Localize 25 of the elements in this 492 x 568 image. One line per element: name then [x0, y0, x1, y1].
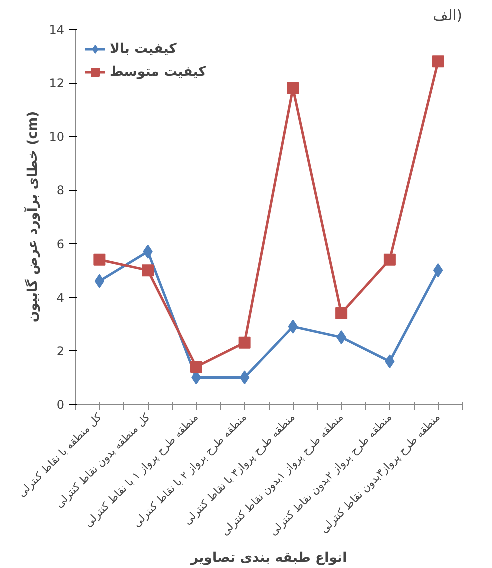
point — [432, 56, 444, 68]
y-tick-label: 14 — [49, 23, 65, 37]
legend-label: کیفیت متوسط — [110, 64, 206, 80]
point — [238, 336, 251, 349]
y-tick-label: 6 — [56, 237, 65, 252]
point — [94, 254, 106, 266]
point — [240, 370, 250, 385]
y-tick-label: 12 — [49, 76, 65, 91]
point — [190, 361, 202, 373]
y-tick-label: 10 — [49, 130, 65, 144]
point — [288, 320, 298, 334]
text: الف) — [433, 8, 463, 24]
point — [94, 274, 105, 288]
y-tick-label: 8 — [56, 184, 65, 198]
point — [142, 264, 154, 277]
y-tick-label: 4 — [56, 290, 65, 305]
point — [336, 307, 348, 320]
point — [384, 254, 396, 266]
y-tick-label: 2 — [56, 344, 65, 358]
x-axis-title: انواع طبقه بندی تصاویر — [190, 550, 348, 566]
legend-label: کیفیت بالا — [110, 42, 177, 56]
y-tick-label: 0 — [56, 398, 65, 412]
point — [287, 82, 300, 94]
point — [433, 264, 444, 278]
y-axis-title: خطای برآورد عرض گابیون (cm) — [24, 111, 42, 323]
